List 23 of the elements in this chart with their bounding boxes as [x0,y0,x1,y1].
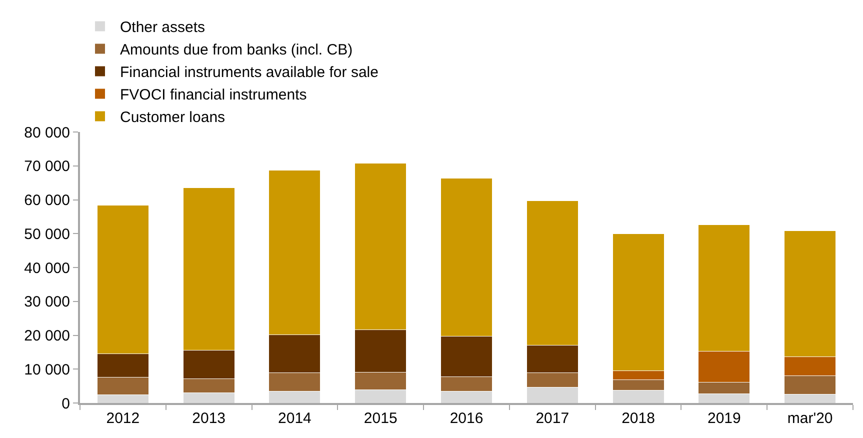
x-tick-label: 2012 [106,410,140,427]
x-tick-label: 2016 [450,410,484,427]
legend-label: Amounts due from banks (incl. CB) [120,42,353,59]
legend-label: Customer loans [120,109,226,126]
legend-label: Other assets [120,19,206,36]
y-tick-label: 10 000 [24,361,70,378]
legend-label: Financial instruments available for sale [120,64,378,82]
x-tick-label: 2018 [622,410,655,427]
x-tick-label: mar'20 [787,410,833,427]
x-tick-label: 2015 [364,410,398,427]
y-tick-label: 70 000 [24,158,70,176]
y-tick-label: 30 000 [24,294,70,311]
x-tick-label: 2014 [278,410,312,427]
x-tick-label: 2013 [192,410,226,427]
y-tick-label: 50 000 [24,226,70,243]
x-tick-label: 2019 [707,410,741,427]
x-tick-label: 2017 [536,410,570,427]
y-tick-label: 20 000 [24,328,70,344]
y-tick-label: 40 000 [24,260,70,277]
y-tick-label: 0 [62,395,70,412]
legend-label: FVOCI financial instruments [120,86,307,104]
y-tick-label: 60 000 [24,192,70,209]
y-tick-label: 80 000 [24,124,70,142]
